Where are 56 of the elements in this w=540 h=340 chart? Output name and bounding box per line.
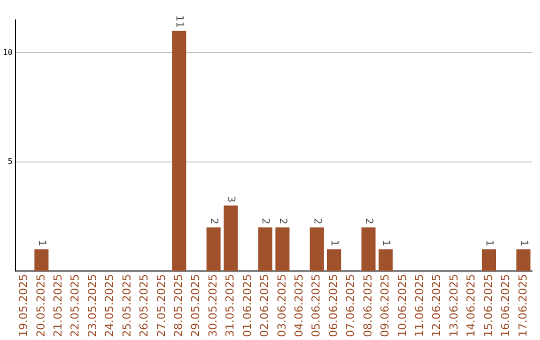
x-tick-label: 20.05.2025 xyxy=(34,274,48,338)
x-tick-label: 04.06.2025 xyxy=(292,274,306,338)
x-tick-label: 28.05.2025 xyxy=(172,274,186,338)
x-tick-label: 02.06.2025 xyxy=(258,274,272,338)
bar xyxy=(516,249,530,272)
data-label: 3 xyxy=(225,196,236,203)
x-tick-label: 24.05.2025 xyxy=(103,274,116,338)
x-tick-label: 13.06.2025 xyxy=(447,274,460,338)
bar xyxy=(206,227,221,272)
x-tick-label: 31.05.2025 xyxy=(224,274,237,338)
data-label: 2 xyxy=(276,218,288,224)
x-tick-label: 26.05.2025 xyxy=(138,274,151,338)
x-tick-label: 21.05.2025 xyxy=(52,274,65,338)
x-tick-label: 29.05.2025 xyxy=(189,274,202,338)
y-tick-label: 5 xyxy=(8,156,13,166)
data-label: 2 xyxy=(260,218,271,224)
data-label: 1 xyxy=(483,240,494,246)
bar xyxy=(275,227,290,272)
x-tick-label: 06.06.2025 xyxy=(326,274,340,338)
y-tick-label: 10 xyxy=(2,48,13,57)
bar xyxy=(482,249,496,272)
data-label: 1 xyxy=(36,240,47,246)
bar xyxy=(378,249,393,272)
bar xyxy=(34,249,49,272)
data-label: 2 xyxy=(311,218,322,224)
data-label: 2 xyxy=(208,218,219,224)
x-tick-label: 09.06.2025 xyxy=(378,274,392,338)
x-tick-label: 15.06.2025 xyxy=(482,274,495,338)
x-tick-label: 19.05.2025 xyxy=(17,274,30,338)
data-label: 2 xyxy=(362,218,374,224)
bar xyxy=(258,227,272,272)
x-tick-label: 22.05.2025 xyxy=(68,274,82,338)
x-tick-label: 11.06.2025 xyxy=(412,274,426,338)
x-tick-label: 07.06.2025 xyxy=(344,274,358,338)
data-label: 1 xyxy=(518,240,529,246)
x-tick-label: 05.06.2025 xyxy=(310,274,323,338)
x-tick-label: 14.06.2025 xyxy=(464,274,478,338)
x-tick-label: 08.06.2025 xyxy=(361,274,374,338)
bar xyxy=(224,206,238,272)
x-tick-label: 16.06.2025 xyxy=(499,274,512,338)
bar xyxy=(310,227,324,272)
x-tick-label: 12.06.2025 xyxy=(430,274,444,338)
bar xyxy=(172,30,186,272)
x-tick-label: 30.05.2025 xyxy=(206,274,220,338)
bar xyxy=(327,249,342,272)
x-tick-label: 25.05.2025 xyxy=(120,274,134,338)
x-tick-label: 17.06.2025 xyxy=(516,274,530,338)
x-tick-label: 03.06.2025 xyxy=(275,274,288,338)
bar xyxy=(361,227,376,272)
data-label: 11 xyxy=(174,15,185,28)
x-tick-label: 23.05.2025 xyxy=(86,274,99,338)
x-tick-label: 01.06.2025 xyxy=(240,274,254,338)
x-tick-label: 27.05.2025 xyxy=(154,274,168,338)
data-label: 1 xyxy=(328,240,340,246)
data-label: 1 xyxy=(380,240,392,246)
x-tick-label: 10.06.2025 xyxy=(396,274,409,338)
